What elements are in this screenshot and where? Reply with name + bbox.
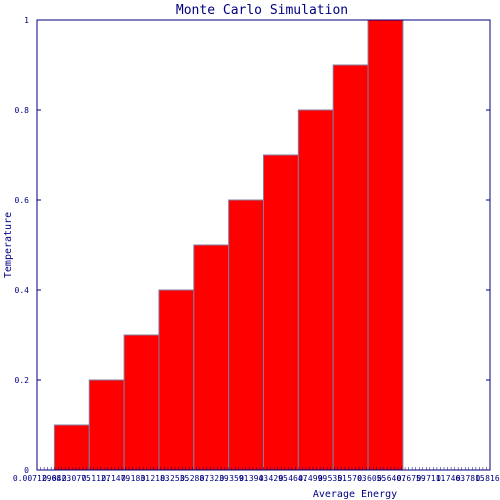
y-tick-label: 0.2: [15, 376, 30, 385]
x-tick-label: 0.7463: [436, 474, 465, 483]
x-tick-label: 0.3239: [200, 474, 229, 483]
y-tick-label: 1: [24, 16, 29, 25]
x-tick-label: 0.6759: [397, 474, 426, 483]
x-tick-label: 0.5703: [338, 474, 367, 483]
bar: [297, 109, 334, 471]
y-axis-label: Temperature: [3, 212, 14, 278]
bar: [228, 199, 264, 471]
bar: [367, 19, 404, 471]
x-tick-label: 0.1831: [121, 474, 150, 483]
x-tick-label: 0.2183: [141, 474, 170, 483]
x-tick-label: 0.2887: [180, 474, 209, 483]
x-tick-label: 0.3591: [220, 474, 249, 483]
bar: [123, 334, 160, 471]
bar: [193, 244, 230, 471]
x-tick-label: 0.00712968: [13, 474, 61, 483]
x-tick-label: 0.5351: [318, 474, 347, 483]
bar: [53, 424, 90, 471]
x-tick-label: 0.1127: [82, 474, 111, 483]
x-tick-label: 0.0775: [62, 474, 91, 483]
x-tick-label: 0.0423: [42, 474, 71, 483]
x-tick-label: 0.6055: [357, 474, 386, 483]
x-tick-label: 0.4999: [298, 474, 327, 483]
x-tick-label: 0.8167: [476, 474, 500, 483]
x-axis-label: Average Energy: [313, 489, 397, 500]
x-tick-label: 0.7815: [456, 474, 485, 483]
bar: [332, 64, 369, 471]
y-tick-label: 0.6: [15, 196, 30, 205]
bar: [88, 379, 125, 471]
y-tick-label: 0.4: [15, 286, 30, 295]
x-tick-label: 0.4647: [279, 474, 308, 483]
plot-area: 0 0.2 0.4 0.6 0.8 1 0.007129680.04230.07750.11…: [13, 16, 500, 483]
bar: [263, 154, 299, 471]
y-tick-label: 0: [24, 466, 29, 475]
bar: [158, 289, 195, 471]
x-tick-label: 0.6407: [377, 474, 406, 483]
x-tick-label: 0.7111: [416, 474, 445, 483]
chart-title: Monte Carlo Simulation: [176, 3, 348, 18]
x-tick-label: 0.4295: [259, 474, 288, 483]
y-tick-label: 0.8: [15, 106, 30, 115]
x-tick-label: 0.2535: [160, 474, 189, 483]
x-tick-label: 0.3943: [239, 474, 268, 483]
x-tick-label: 0.1479: [101, 474, 130, 483]
